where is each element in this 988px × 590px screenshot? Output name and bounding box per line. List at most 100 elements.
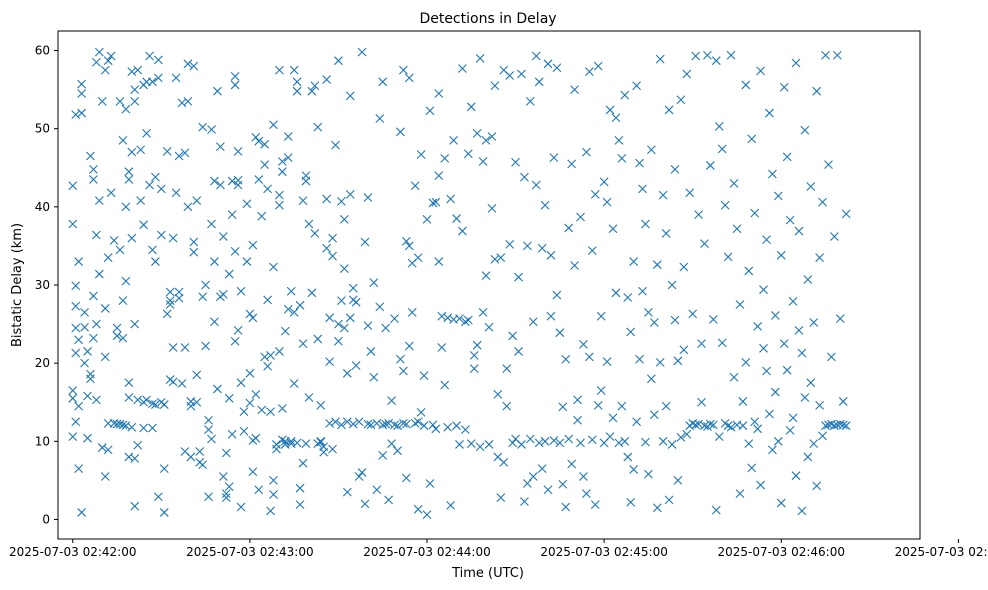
data-point <box>440 380 450 390</box>
data-point <box>838 397 848 406</box>
data-point <box>334 319 343 329</box>
data-point <box>304 219 314 229</box>
data-point <box>611 113 621 123</box>
data-point <box>729 179 739 188</box>
data-point <box>127 233 137 243</box>
data-point <box>579 472 588 481</box>
data-point <box>189 237 199 247</box>
data-point <box>275 190 284 200</box>
data-point <box>723 252 733 262</box>
data-point <box>534 438 544 448</box>
data-point <box>759 343 768 353</box>
data-points <box>68 47 851 520</box>
data-point <box>508 331 518 341</box>
data-point <box>800 393 810 402</box>
data-point <box>83 433 92 443</box>
data-point <box>378 420 388 430</box>
y-tick-label: 60 <box>35 44 50 58</box>
data-point <box>118 296 128 306</box>
data-point <box>714 121 724 131</box>
data-point <box>773 436 783 446</box>
data-point <box>658 436 668 446</box>
data-point <box>649 318 659 327</box>
data-point <box>156 230 166 240</box>
data-point <box>401 236 411 246</box>
data-point <box>691 420 701 430</box>
data-point <box>688 309 698 319</box>
data-point <box>732 224 742 234</box>
data-point <box>626 327 636 337</box>
data-point <box>106 51 116 61</box>
data-point <box>266 407 275 416</box>
data-point <box>741 357 751 367</box>
data-point <box>174 293 184 303</box>
data-point <box>644 307 653 317</box>
data-point <box>558 402 568 412</box>
data-point <box>369 278 379 288</box>
data-point <box>375 302 385 312</box>
data-point <box>655 357 665 367</box>
data-point <box>655 54 665 64</box>
data-point <box>97 443 107 452</box>
data-point <box>593 61 603 71</box>
data-point <box>115 245 125 255</box>
data-point <box>91 395 101 405</box>
data-point <box>363 193 373 202</box>
data-point <box>257 405 267 415</box>
data-point <box>608 224 618 234</box>
data-point <box>466 102 476 112</box>
data-point <box>514 272 523 282</box>
data-point <box>118 136 128 145</box>
data-point <box>192 196 202 205</box>
data-point <box>694 210 703 220</box>
data-point <box>83 347 92 356</box>
data-point <box>747 134 757 144</box>
data-point <box>316 436 326 446</box>
data-point <box>295 483 305 493</box>
data-point <box>673 475 683 485</box>
data-point <box>151 257 160 266</box>
data-point <box>458 226 467 236</box>
data-point <box>706 161 715 170</box>
data-point <box>277 404 287 413</box>
data-point <box>354 472 364 481</box>
data-point <box>546 250 556 260</box>
data-point <box>210 176 219 186</box>
data-point <box>239 426 249 436</box>
data-point <box>573 415 582 425</box>
data-point <box>89 333 98 343</box>
data-point <box>576 212 585 222</box>
data-point <box>608 413 618 423</box>
data-point <box>818 431 827 441</box>
data-point <box>782 365 792 375</box>
data-point <box>124 393 134 402</box>
data-point <box>192 397 202 407</box>
data-point <box>198 122 208 132</box>
data-point <box>446 194 456 204</box>
data-point <box>322 194 332 204</box>
data-point <box>151 400 160 409</box>
data-point <box>180 343 190 352</box>
data-point <box>815 400 825 410</box>
y-tick-label: 50 <box>35 122 50 136</box>
data-point <box>502 401 512 411</box>
data-point <box>242 257 252 266</box>
data-point <box>635 158 644 168</box>
data-point <box>360 237 370 247</box>
data-point <box>531 180 541 190</box>
data-point <box>708 420 718 430</box>
data-point <box>753 322 763 331</box>
data-point <box>71 348 81 358</box>
data-point <box>251 433 261 443</box>
data-point <box>552 290 562 300</box>
data-point <box>74 335 84 345</box>
y-tick-label: 10 <box>35 434 50 448</box>
data-point <box>263 361 272 371</box>
data-point <box>824 160 833 170</box>
data-point <box>830 421 839 431</box>
data-point <box>218 472 228 481</box>
data-point <box>269 475 278 485</box>
data-point <box>717 144 727 154</box>
data-point <box>561 354 571 364</box>
data-point <box>770 387 780 397</box>
